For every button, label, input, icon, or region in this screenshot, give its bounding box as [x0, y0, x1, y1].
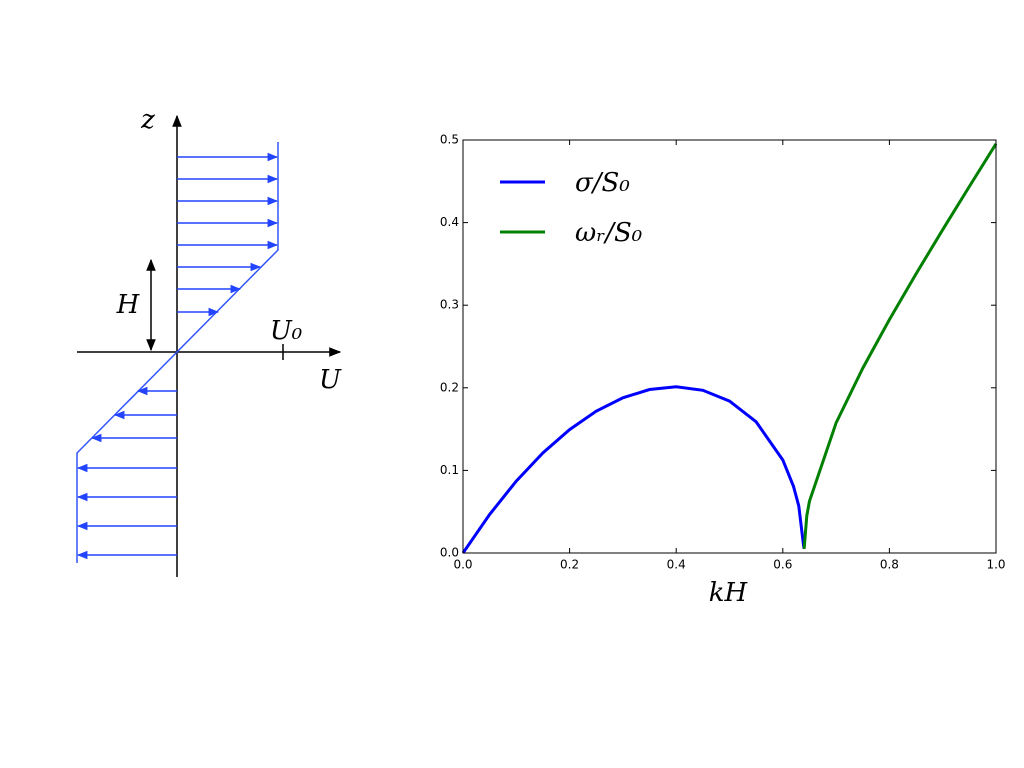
- x-axis-label: kH: [709, 578, 749, 608]
- y-tick-label: 0.2: [440, 380, 459, 394]
- x-tick-label: 1.0: [986, 558, 1005, 572]
- dispersion-chart: kH 0.0 0.1 0.2 0.3 0.4 0.5 0.0 0.2 0.4 0.6 0.8 1.0 σ…: [440, 133, 1006, 609]
- x-tick-label: 0.2: [560, 558, 579, 572]
- velocity-profile: [76, 142, 279, 563]
- y-tick-label: 0.4: [440, 215, 459, 229]
- u-label: U: [319, 365, 342, 395]
- u0-label: U₀: [270, 316, 303, 346]
- x-tick-label: 0.4: [667, 558, 686, 572]
- legend-label: σ/S₀: [575, 168, 630, 198]
- series-line: [461, 385, 806, 554]
- plot-frame: [462, 139, 997, 554]
- x-tick-label: 0.0: [453, 558, 472, 572]
- x-tick-label: 0.8: [880, 558, 899, 572]
- y-tick-label: 0.3: [440, 298, 459, 312]
- y-tick-label: 0.0: [440, 546, 459, 560]
- y-tick-label: 0.5: [440, 133, 459, 147]
- z-label: z: [140, 105, 155, 135]
- legend-label: ωᵣ/S₀: [575, 218, 643, 248]
- x-tick-label: 0.6: [773, 558, 792, 572]
- h-label: H: [116, 290, 141, 320]
- velocity-arrows: [76, 152, 279, 560]
- profile-diagram: z H U₀ U: [76, 105, 342, 577]
- series-line: [802, 143, 998, 549]
- y-tick-label: 0.1: [440, 463, 459, 477]
